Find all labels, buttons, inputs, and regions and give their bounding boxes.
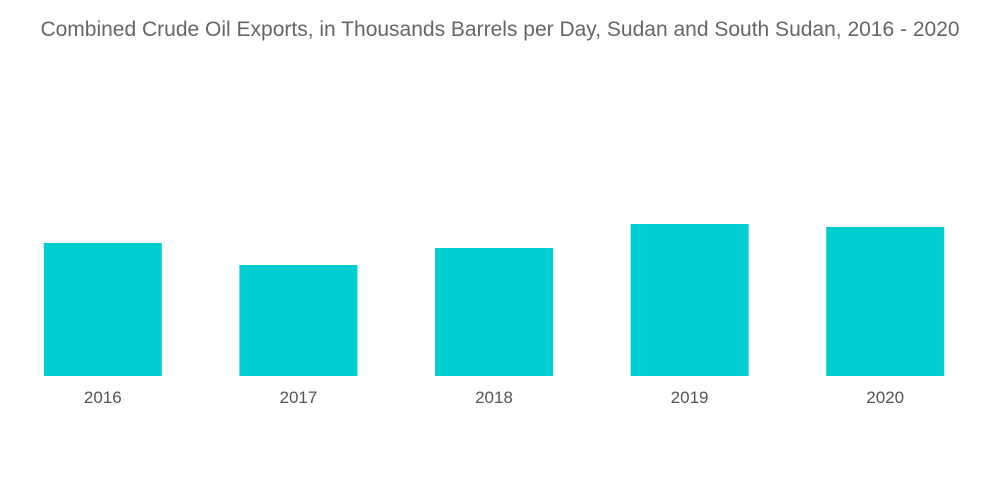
bar-2016: [43, 243, 162, 376]
x-tick-label-2020: 2020: [866, 388, 904, 407]
x-tick-label-2018: 2018: [475, 388, 513, 407]
x-tick-label-2017: 2017: [279, 388, 317, 407]
bar-2017: [239, 265, 358, 376]
bar-2019: [630, 224, 749, 376]
bar-2018: [435, 248, 553, 376]
bar-2020: [826, 227, 945, 376]
bar-group: [43, 224, 945, 376]
x-tick-label-2016: 2016: [84, 388, 122, 407]
x-tick-label-2019: 2019: [671, 388, 709, 407]
chart-title: Combined Crude Oil Exports, in Thousands…: [40, 18, 960, 41]
x-axis-tick-labels: 2016 2017 2018 2019 2020: [84, 388, 904, 407]
